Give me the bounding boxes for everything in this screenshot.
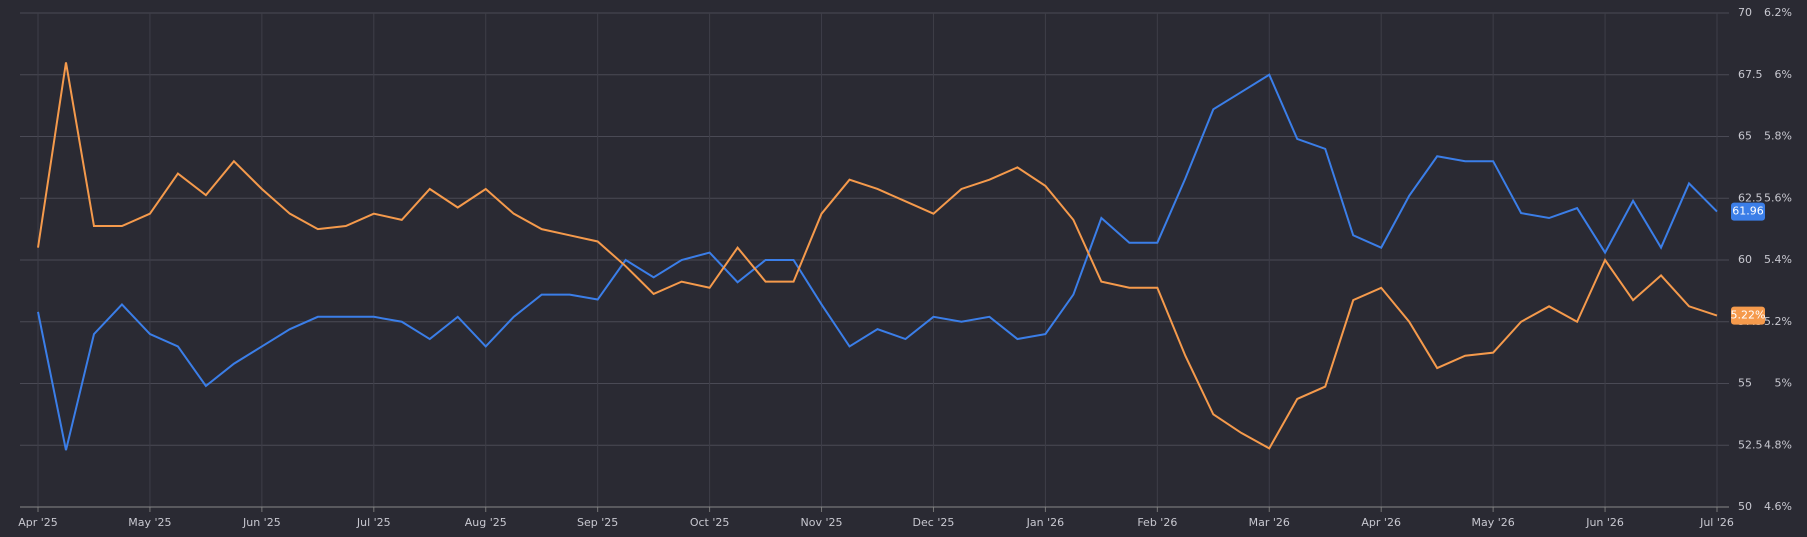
y2-tick-label: 4.8% <box>1764 438 1792 451</box>
x-tick-label: Oct '25 <box>690 516 730 529</box>
value-badge: 61.96 <box>1731 202 1765 221</box>
x-tick-label: Jun '25 <box>242 516 281 529</box>
y2-tick-label: 6.2% <box>1764 6 1792 19</box>
y-tick-label: 60 <box>1738 253 1752 266</box>
series-line <box>37 73 1718 451</box>
x-tick-label: Dec '25 <box>913 516 955 529</box>
y-tick-label: 55 <box>1738 377 1752 390</box>
badge-text: 61.96 <box>1732 205 1764 218</box>
y-tick-label: 52.5 <box>1738 438 1763 451</box>
y2-tick-label: 5.4% <box>1764 253 1792 266</box>
y2-tick-label: 5.6% <box>1764 191 1792 204</box>
x-tick-label: May '26 <box>1472 516 1515 529</box>
series-line <box>37 62 1718 450</box>
x-tick-label: Mar '26 <box>1249 516 1290 529</box>
y-tick-label: 70 <box>1738 6 1752 19</box>
x-tick-label: May '25 <box>128 516 171 529</box>
x-tick-label: Jul '26 <box>1699 516 1734 529</box>
x-tick-label: Nov '25 <box>801 516 843 529</box>
badge-text: 5.22% <box>1731 309 1766 322</box>
y2-tick-label: 5% <box>1775 377 1792 390</box>
y-tick-label: 62.5 <box>1738 191 1763 204</box>
x-tick-label: Jun '26 <box>1585 516 1624 529</box>
badge-bg <box>1731 202 1765 221</box>
x-tick-label: Jul '25 <box>356 516 391 529</box>
badge-bg <box>1731 306 1765 325</box>
y-tick-label: 50 <box>1738 500 1752 513</box>
y2-tick-label: 5.8% <box>1764 130 1792 143</box>
x-tick-label: Aug '25 <box>465 516 507 529</box>
y2-tick-label: 5.2% <box>1764 315 1792 328</box>
x-tick-label: Apr '26 <box>1361 516 1401 529</box>
x-tick-label: Feb '26 <box>1137 516 1177 529</box>
y-tick-label: 67.5 <box>1738 68 1763 81</box>
value-badge: 5.22% <box>1731 306 1766 325</box>
x-tick-label: Sep '25 <box>577 516 618 529</box>
x-tick-label: Apr '25 <box>18 516 58 529</box>
y2-tick-label: 6% <box>1775 68 1792 81</box>
y2-tick-label: 4.6% <box>1764 500 1792 513</box>
y-tick-label: 65 <box>1738 130 1752 143</box>
x-tick-label: Jan '26 <box>1026 516 1064 529</box>
